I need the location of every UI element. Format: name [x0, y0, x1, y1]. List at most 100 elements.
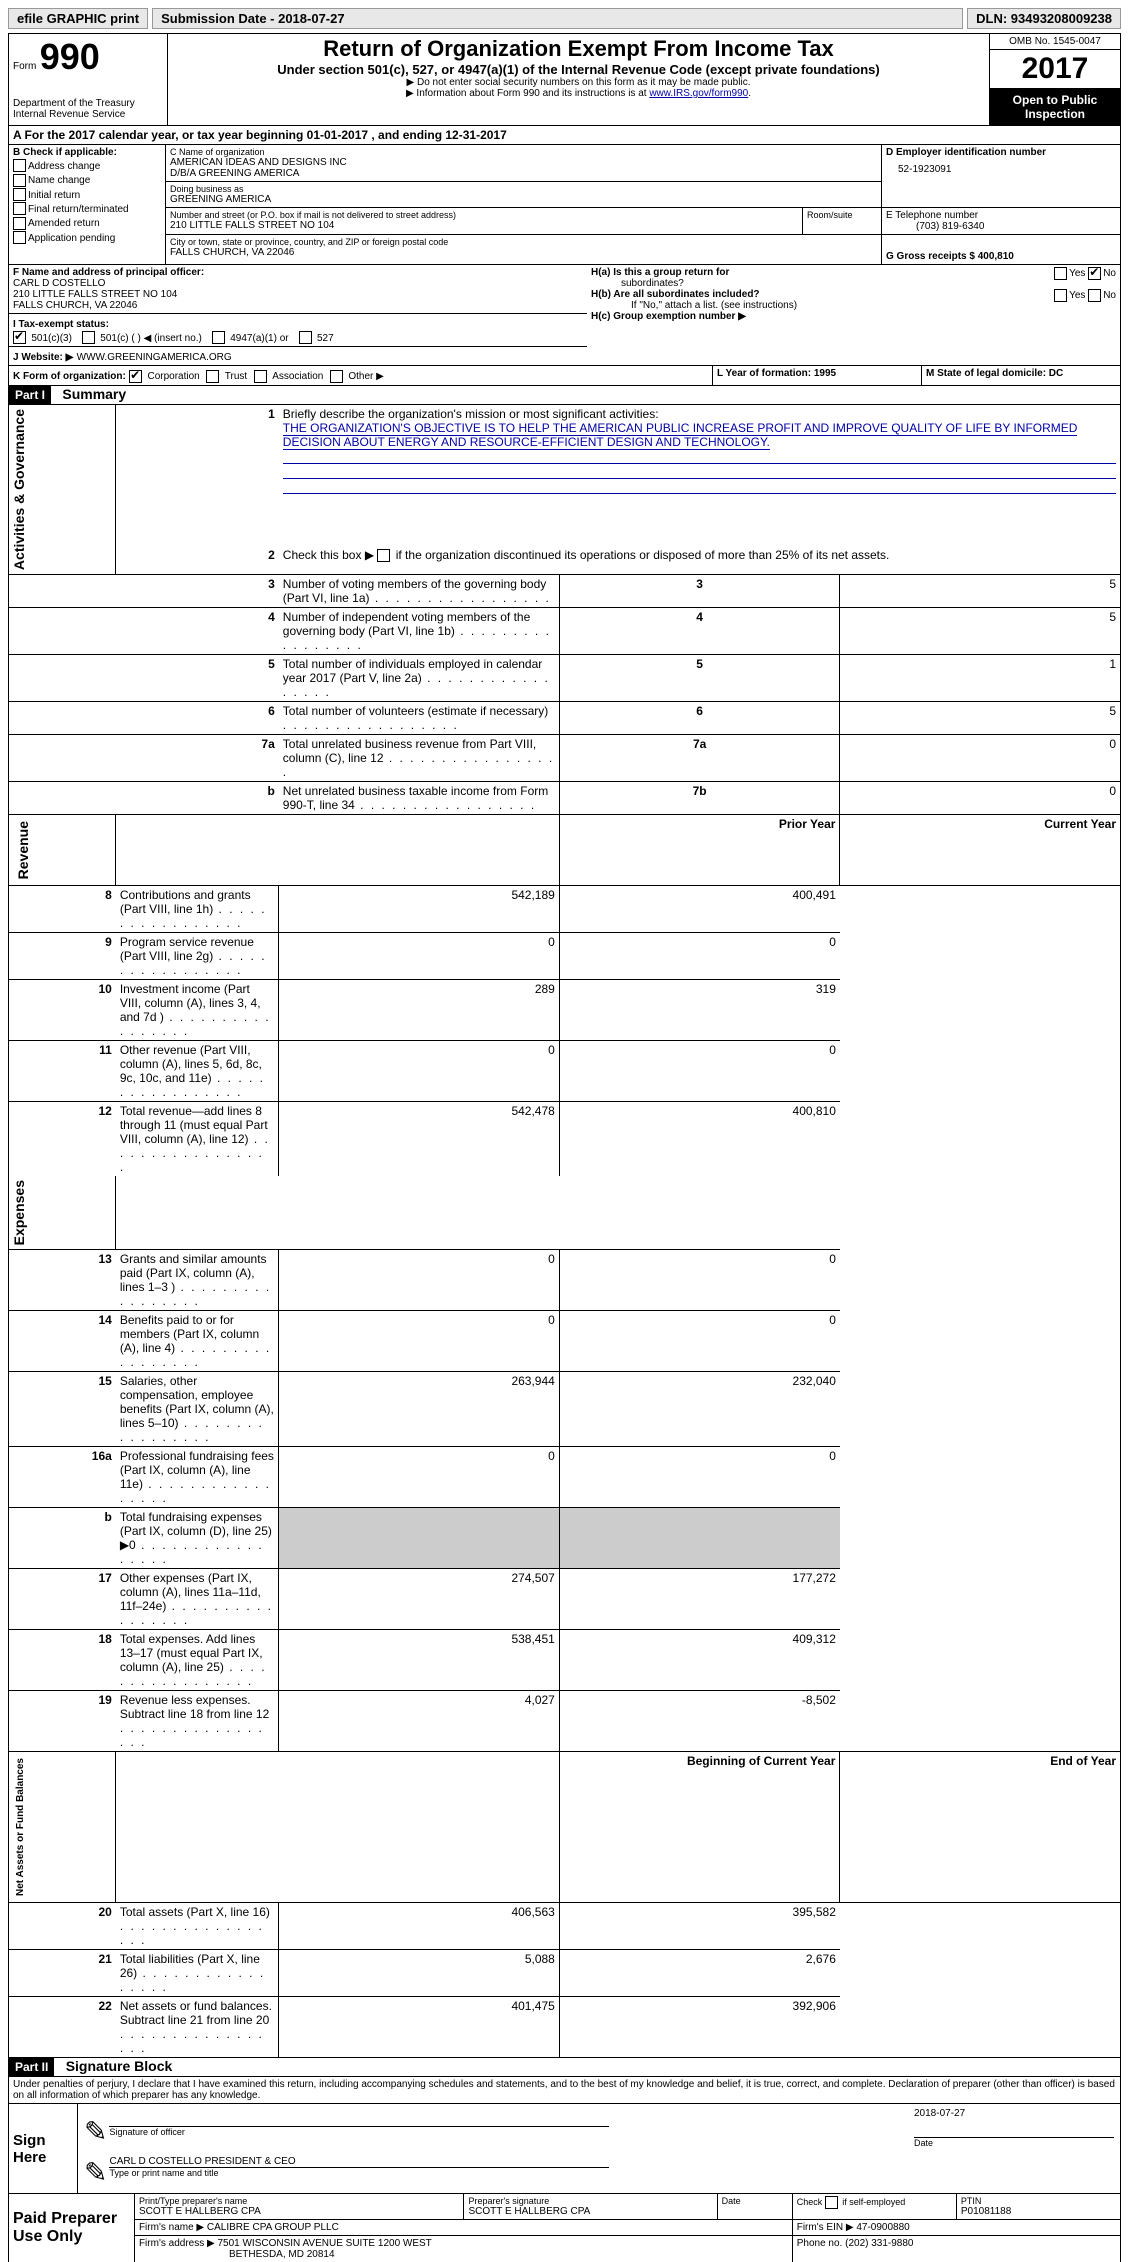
hb-yes-checkbox[interactable]	[1054, 289, 1067, 302]
irs-link[interactable]: www.IRS.gov/form990	[649, 88, 748, 99]
line-num: 18	[9, 1630, 116, 1691]
prior-value: 0	[279, 1250, 560, 1311]
initial-return-checkbox[interactable]	[13, 188, 26, 201]
other-label: Other ▶	[348, 371, 383, 382]
officer-name-value: CARL D COSTELLO PRESIDENT & CEO	[109, 2156, 609, 2168]
line-num-1: 1	[116, 405, 279, 547]
ha-no-checkbox[interactable]	[1088, 267, 1101, 280]
app-pending-checkbox[interactable]	[13, 231, 26, 244]
org-name-2: D/B/A GREENING AMERICA	[170, 168, 877, 179]
prep-name-label: Print/Type preparer's name	[139, 2196, 460, 2206]
current-value: 0	[559, 1041, 840, 1102]
line-text: Total liabilities (Part X, line 26)	[116, 1950, 279, 1997]
current-value: 2,676	[559, 1950, 840, 1997]
telephone-value: (703) 819-6340	[886, 221, 1116, 232]
officer-line3: FALLS CHURCH, VA 22046	[13, 300, 583, 311]
line-num: 12	[9, 1102, 116, 1177]
part2-header-row: Part II Signature Block	[8, 2057, 1121, 2076]
website: WWW.GREENINGAMERICA.ORG	[77, 352, 232, 363]
section-i-label: I Tax-exempt status:	[13, 319, 109, 330]
prior-value: 0	[279, 1311, 560, 1372]
prep-sig-label: Preparer's signature	[468, 2196, 712, 2206]
firm-name-label: Firm's name ▶	[139, 2222, 204, 2233]
line-text: Other revenue (Part VIII, column (A), li…	[116, 1041, 279, 1102]
efile-print-button[interactable]: efile GRAPHIC print	[8, 8, 148, 29]
line-num: 9	[9, 933, 116, 980]
prior-value: 0	[279, 1447, 560, 1508]
prep-date-label: Date	[717, 2194, 792, 2220]
officer-group-table: F Name and address of principal officer:…	[8, 265, 1121, 366]
501c-checkbox[interactable]	[82, 331, 95, 344]
4947-checkbox[interactable]	[212, 331, 225, 344]
prior-value: 0	[279, 1041, 560, 1102]
ptin-value: P01081188	[961, 2206, 1116, 2217]
pen-icon-2: ✎	[84, 2156, 107, 2189]
preparer-table: Paid Preparer Use Only Print/Type prepar…	[8, 2194, 1121, 2262]
line-num: 4	[116, 607, 279, 654]
line-text: Other expenses (Part IX, column (A), lin…	[116, 1569, 279, 1630]
discontinued-checkbox[interactable]	[377, 549, 390, 562]
self-employed-checkbox[interactable]	[825, 2196, 838, 2209]
trust-checkbox[interactable]	[206, 370, 219, 383]
assoc-checkbox[interactable]	[254, 370, 267, 383]
part1-header-row: Part I Summary	[8, 386, 1121, 405]
type-name-label: Type or print name and title	[109, 2168, 1114, 2178]
section-f-label: F Name and address of principal officer:	[13, 267, 583, 278]
section-j-label: J Website: ▶	[13, 352, 73, 363]
prior-value: 406,563	[279, 1903, 560, 1950]
current-value: 177,272	[559, 1569, 840, 1630]
current-value: 319	[559, 980, 840, 1041]
line-value: 5	[840, 574, 1121, 607]
corp-checkbox[interactable]	[129, 370, 142, 383]
addr-change-checkbox[interactable]	[13, 159, 26, 172]
current-value: 409,312	[559, 1630, 840, 1691]
corp-label: Corporation	[147, 371, 199, 382]
line-box: 6	[559, 701, 840, 734]
klm-table: K Form of organization: Corporation Trus…	[8, 366, 1121, 385]
prior-value: 538,451	[279, 1630, 560, 1691]
dba-value: GREENING AMERICA	[170, 194, 877, 205]
line-num: 16a	[9, 1447, 116, 1508]
assoc-label: Association	[272, 371, 323, 382]
other-checkbox[interactable]	[330, 370, 343, 383]
line-num: 5	[116, 654, 279, 701]
line-num: b	[116, 781, 279, 814]
line-text: Investment income (Part VIII, column (A)…	[116, 980, 279, 1041]
final-return-checkbox[interactable]	[13, 202, 26, 215]
527-checkbox[interactable]	[299, 331, 312, 344]
entity-info-table: B Check if applicable: Address change Na…	[8, 145, 1121, 265]
line-num-2: 2	[116, 546, 279, 574]
dln-label: DLN: 93493208009238	[967, 8, 1121, 29]
current-value: 232,040	[559, 1372, 840, 1447]
ein-value: 52-1923091	[886, 164, 1116, 175]
section-a: A For the 2017 calendar year, or tax yea…	[8, 126, 1121, 145]
submission-date: Submission Date - 2018-07-27	[152, 8, 963, 29]
side-label-net: Net Assets or Fund Balances	[13, 1754, 28, 1900]
name-change-checkbox[interactable]	[13, 174, 26, 187]
ha-yes-checkbox[interactable]	[1054, 267, 1067, 280]
line-value: 5	[840, 701, 1121, 734]
h-a-label: H(a) Is this a group return for	[591, 267, 729, 278]
part2-title: Signature Block	[58, 2058, 173, 2074]
amended-return-checkbox[interactable]	[13, 217, 26, 230]
line-box: 5	[559, 654, 840, 701]
prior-value: 0	[279, 933, 560, 980]
current-value	[559, 1508, 840, 1569]
part1-title: Summary	[54, 386, 126, 402]
prior-value: 274,507	[279, 1569, 560, 1630]
firm-addr1: 7501 WISCONSIN AVENUE SUITE 1200 WEST	[217, 2238, 431, 2249]
ha-yes-label: Yes	[1069, 268, 1085, 279]
top-bar: efile GRAPHIC print Submission Date - 20…	[8, 8, 1121, 29]
mission-text: THE ORGANIZATION'S OBJECTIVE IS TO HELP …	[283, 421, 1078, 450]
line-value: 1	[840, 654, 1121, 701]
prior-value: 4,027	[279, 1691, 560, 1752]
hb-no-checkbox[interactable]	[1088, 289, 1101, 302]
line-text: Net unrelated business taxable income fr…	[279, 781, 560, 814]
line-box: 7a	[559, 734, 840, 781]
line-box: 7b	[559, 781, 840, 814]
line-value: 0	[840, 781, 1121, 814]
part1-label: Part I	[9, 386, 51, 404]
section-e-label: E Telephone number	[886, 210, 1116, 221]
prep-name: SCOTT E HALLBERG CPA	[139, 2206, 460, 2217]
501c3-checkbox[interactable]	[13, 331, 26, 344]
